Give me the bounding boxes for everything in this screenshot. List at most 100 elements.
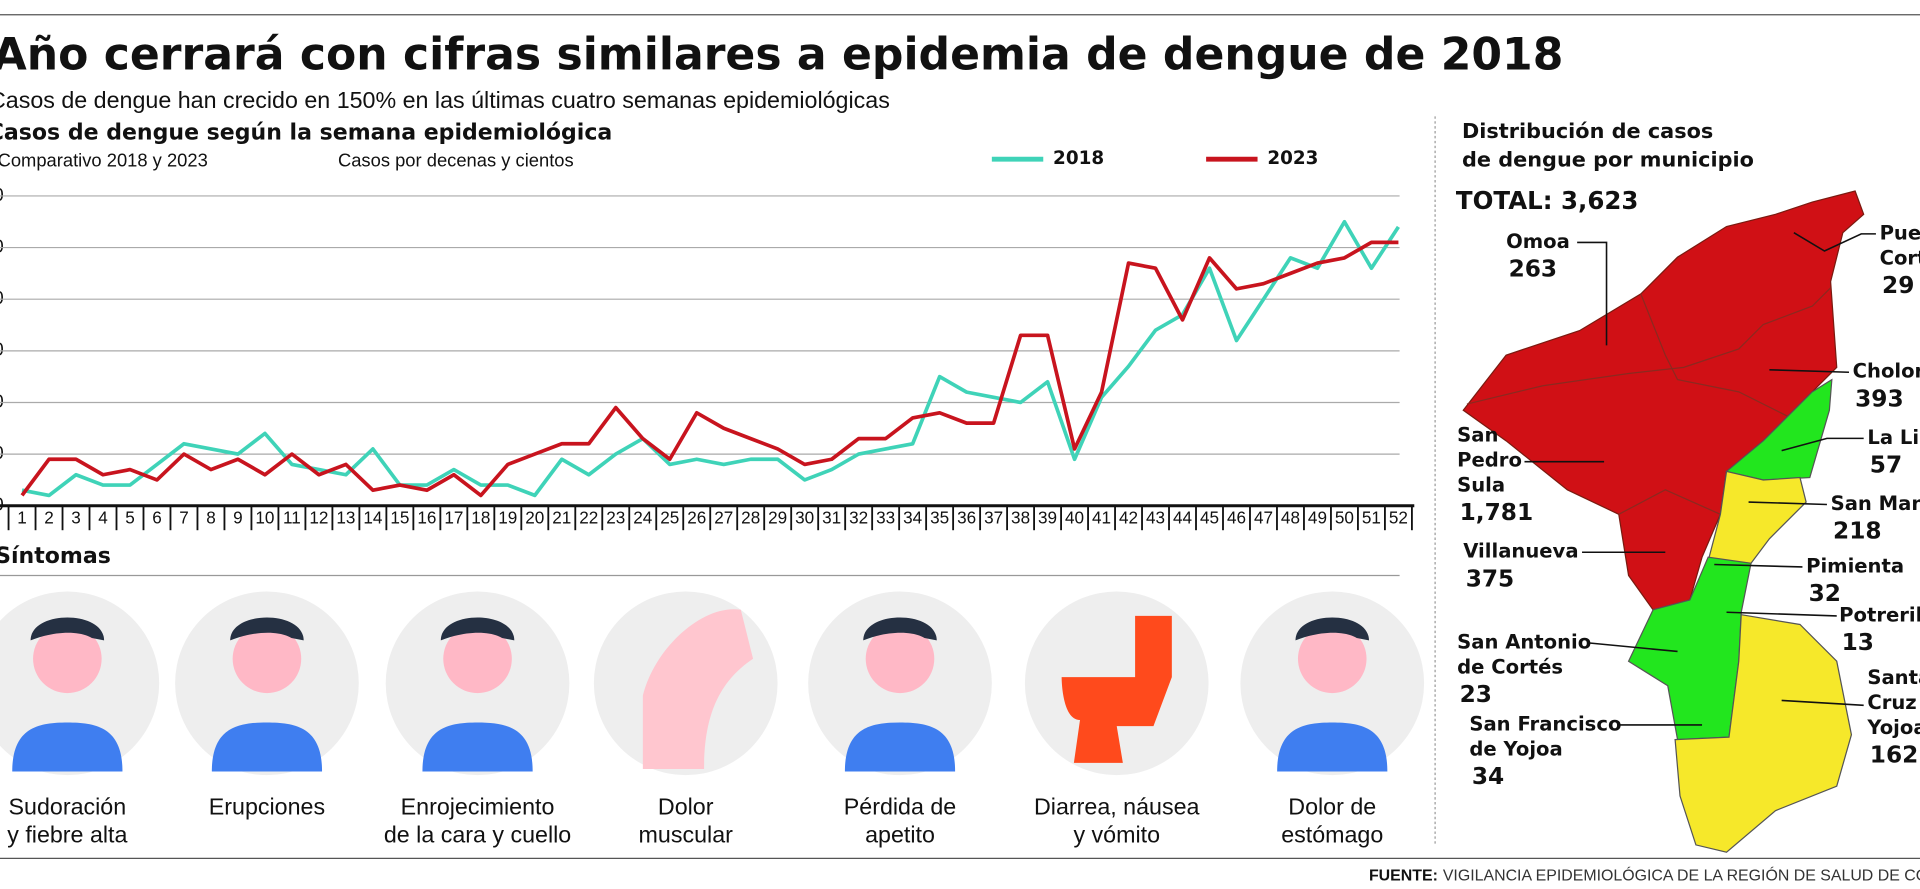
y-tick-label: 20 [0, 390, 4, 411]
municipality-name: Cruz de [1867, 691, 1920, 714]
hair-icon [1295, 617, 1369, 641]
x-tick-label: 7 [179, 508, 189, 528]
x-tick-label: 31 [822, 508, 841, 528]
x-tick-label: 51 [1362, 508, 1381, 528]
y-tick-label: 40 [0, 287, 4, 308]
toilet-icon [1061, 615, 1172, 763]
hair-icon [440, 617, 515, 641]
municipality-name: Choloma [1853, 360, 1920, 383]
municipality-name: San Francisco [1469, 712, 1621, 735]
municipality-name: de Yojoa [1469, 738, 1562, 761]
head-icon [33, 624, 102, 694]
legend-label: 2018 [1053, 148, 1104, 169]
symptom-label: muscular [639, 821, 734, 847]
x-tick-label: 19 [498, 508, 517, 528]
municipality-name: San [1457, 423, 1498, 446]
x-tick-label: 47 [1254, 508, 1273, 528]
symptom-label: estómago [1281, 821, 1383, 847]
x-tick-label: 43 [1146, 508, 1165, 528]
hair-icon [230, 617, 304, 641]
municipality-value: 29 [1882, 272, 1914, 299]
x-tick-label: 13 [336, 508, 355, 528]
symptom [593, 591, 778, 776]
x-tick-label: 37 [984, 508, 1003, 528]
x-tick-label: 17 [444, 508, 463, 528]
x-tick-label: 20 [525, 508, 544, 528]
map-title: de dengue por municipio [1462, 147, 1754, 171]
municipality-value: 393 [1855, 385, 1904, 412]
municipality-name: La Lima [1867, 426, 1920, 449]
x-tick-label: 11 [283, 508, 301, 528]
chart-subtitle: Comparativo 2018 y 2023 [0, 149, 208, 170]
symptom-label: Sudoración [9, 793, 127, 819]
x-tick-label: 14 [363, 508, 383, 528]
source: FUENTE: VIGILANCIA EPIDEMIOLÓGICA DE LA R… [1369, 866, 1920, 885]
x-tick-label: 48 [1281, 508, 1300, 528]
x-tick-label: 44 [1173, 508, 1193, 528]
x-tick-label: 28 [741, 508, 760, 528]
municipality-name: Omoa [1506, 230, 1570, 253]
border [1640, 293, 1789, 417]
chart-title: Casos de dengue según la semana epidemio… [0, 120, 612, 145]
x-tick-label: 32 [849, 508, 868, 528]
municipality-name: Yojoa [1866, 716, 1920, 739]
municipality-name: Pimienta [1806, 554, 1904, 577]
border [1618, 489, 1721, 515]
x-tick-label: 12 [309, 508, 328, 528]
symptom [385, 591, 570, 776]
municipality-value: 218 [1833, 518, 1882, 545]
x-tick-label: 22 [579, 508, 598, 528]
x-tick-label: 29 [768, 508, 787, 528]
symptom-label: Dolor de [1288, 793, 1376, 819]
municipality-name: Puerto [1880, 221, 1920, 244]
y-tick-label: 0 [0, 494, 4, 515]
border [1466, 287, 1832, 405]
x-tick-label: 8 [206, 508, 216, 528]
municipality-name: Pedro [1457, 449, 1522, 472]
body-icon [211, 722, 323, 772]
symptom-label: Pérdida de [844, 793, 956, 819]
x-tick-label: 41 [1092, 508, 1111, 528]
municipality-name: de Cortés [1457, 655, 1563, 678]
y-tick-label: 50 [0, 235, 4, 256]
head-icon [443, 624, 512, 694]
x-tick-label: 40 [1065, 508, 1084, 528]
body-icon [422, 722, 533, 772]
x-tick-label: 49 [1308, 508, 1327, 528]
municipality-value: 13 [1842, 629, 1874, 656]
x-tick-label: 27 [714, 508, 733, 528]
x-tick-label: 26 [687, 508, 706, 528]
municipality-name: San Manuel [1831, 492, 1920, 515]
x-tick-label: 39 [1038, 508, 1057, 528]
x-tick-label: 50 [1335, 508, 1354, 528]
symptom [1024, 591, 1209, 776]
x-tick-label: 35 [930, 508, 949, 528]
x-tick-label: 36 [957, 508, 976, 528]
x-tick-label: 5 [125, 508, 135, 528]
region-yellow [1674, 613, 1853, 853]
x-tick-label: 25 [660, 508, 679, 528]
municipality-value: 1,781 [1460, 499, 1534, 526]
x-tick-label: 2 [44, 508, 54, 528]
x-tick-label: 9 [233, 508, 243, 528]
arm-icon [642, 609, 754, 769]
x-tick-label: 15 [390, 508, 409, 528]
x-tick-label: 42 [1119, 508, 1138, 528]
symptom-label: Enrojecimiento [401, 793, 555, 819]
symptom-label: y vómito [1073, 821, 1160, 847]
municipality-name: Cortés [1880, 246, 1920, 269]
body-icon [1277, 722, 1388, 772]
region-red [1462, 190, 1865, 611]
x-tick-label: 23 [606, 508, 625, 528]
hair-icon [863, 617, 937, 641]
municipality-name: Sula [1457, 474, 1505, 497]
series-line [21, 219, 1400, 498]
head-icon [1297, 624, 1367, 694]
region-yellow [1707, 470, 1807, 564]
map-title: Distribución de casos [1462, 119, 1713, 143]
title: Año cerrará con cifras similares a epide… [0, 30, 1563, 81]
subtitle: Casos de dengue han crecido en 150% en l… [0, 87, 890, 113]
